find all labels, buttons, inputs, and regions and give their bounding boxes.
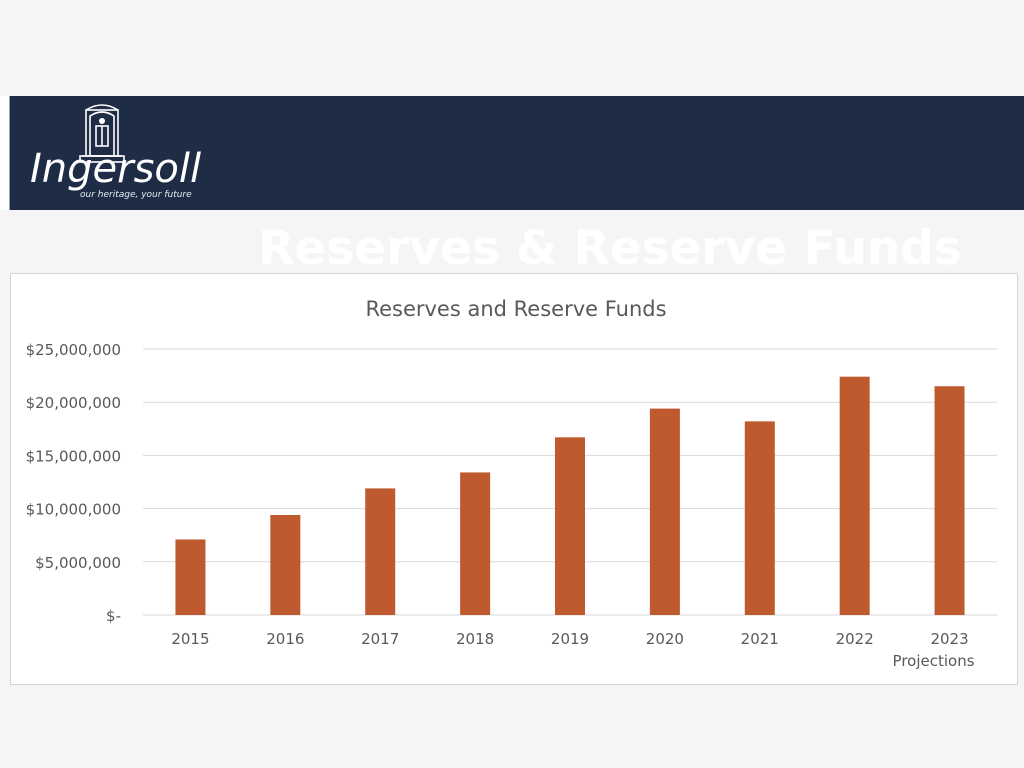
x-tick-label: 2017 (361, 630, 399, 648)
y-tick-label: $- (106, 607, 121, 625)
clock-tower-icon: Ingersoll (30, 104, 201, 192)
y-tick-label: $20,000,000 (26, 394, 121, 412)
bar-2016 (270, 514, 301, 615)
x-tick-label: 2016 (266, 630, 304, 648)
x-tick-label: 2015 (171, 630, 209, 648)
bar-2019 (555, 437, 585, 615)
logo-tagline: our heritage, your future (80, 190, 192, 200)
bar-2021 (744, 421, 775, 615)
header-banner: Ingersoll our heritage, your future Rese… (10, 96, 1024, 276)
y-tick-label: $10,000,000 (26, 501, 121, 519)
page-title: Reserves & Reserve Funds (258, 221, 962, 276)
logo-wordmark: Ingersoll (30, 146, 201, 192)
bar-2022 (839, 376, 870, 615)
chart-title: Reserves and Reserve Funds (365, 297, 666, 321)
bar-2023 (934, 386, 965, 615)
ingersoll-logo: Ingersoll (24, 102, 234, 206)
chart-container: Reserves and Reserve Funds $- $5,000,000 $… (10, 273, 1018, 685)
bar-2015 (175, 539, 206, 615)
y-tick-label: $15,000,000 (26, 447, 121, 465)
bar-2017 (365, 488, 396, 615)
bars (175, 376, 965, 615)
x-tick-label: 2023 (930, 630, 968, 648)
bar-2018 (460, 472, 491, 615)
y-tick-label: $25,000,000 (26, 341, 121, 359)
x-tick-label: 2020 (646, 630, 684, 648)
bar-2020 (649, 408, 680, 615)
x-axis-ticks: 2015 2016 2017 2018 2019 2020 2021 2022 2023 Proj… (171, 630, 974, 670)
x-tick-label: 2018 (456, 630, 494, 648)
y-tick-label: $5,000,000 (35, 554, 121, 572)
x-tick-sublabel: Projections (893, 652, 975, 670)
x-tick-label: 2021 (741, 630, 779, 648)
bar-chart: Reserves and Reserve Funds $-$5,000,000$… (26, 297, 997, 670)
y-axis-ticks: $- $5,000,000 $10,000,000 $15,000,000 $20,00… (26, 341, 121, 625)
slide-left-edge (0, 96, 10, 210)
x-tick-label: 2019 (551, 630, 589, 648)
x-tick-label: 2022 (836, 630, 874, 648)
